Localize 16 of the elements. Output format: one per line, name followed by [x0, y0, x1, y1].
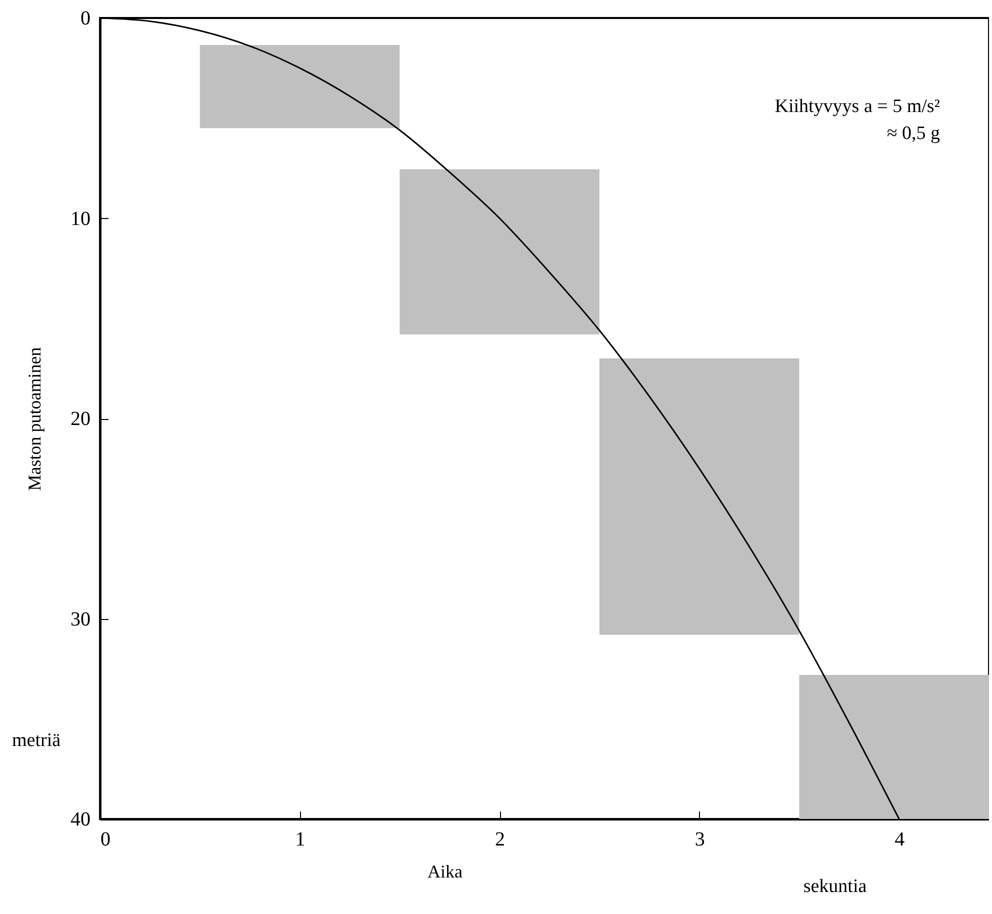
y-tick-label: 40 — [70, 808, 90, 830]
y-tick-label: 20 — [70, 408, 90, 430]
text: metriä — [12, 730, 62, 751]
y-tick-label: 10 — [70, 208, 90, 230]
x-tick-label: 2 — [495, 828, 506, 850]
x-tick-label: 3 — [694, 828, 705, 850]
text: sekuntia — [803, 876, 868, 897]
annotation: ≈ 0,5 g — [886, 123, 940, 144]
y-tick-label: 30 — [70, 608, 90, 630]
y-axis-title: Maston putoaminen — [24, 347, 44, 491]
x-axis-title: Aika — [428, 862, 462, 882]
x-tick-label: 1 — [295, 828, 306, 850]
x-tick-label: 0 — [100, 828, 110, 850]
y-tick-label: 0 — [80, 8, 90, 30]
x-tick-label: 4 — [894, 828, 905, 850]
annotation: Kiihtyvyys a = 5 m/s² — [774, 96, 940, 117]
